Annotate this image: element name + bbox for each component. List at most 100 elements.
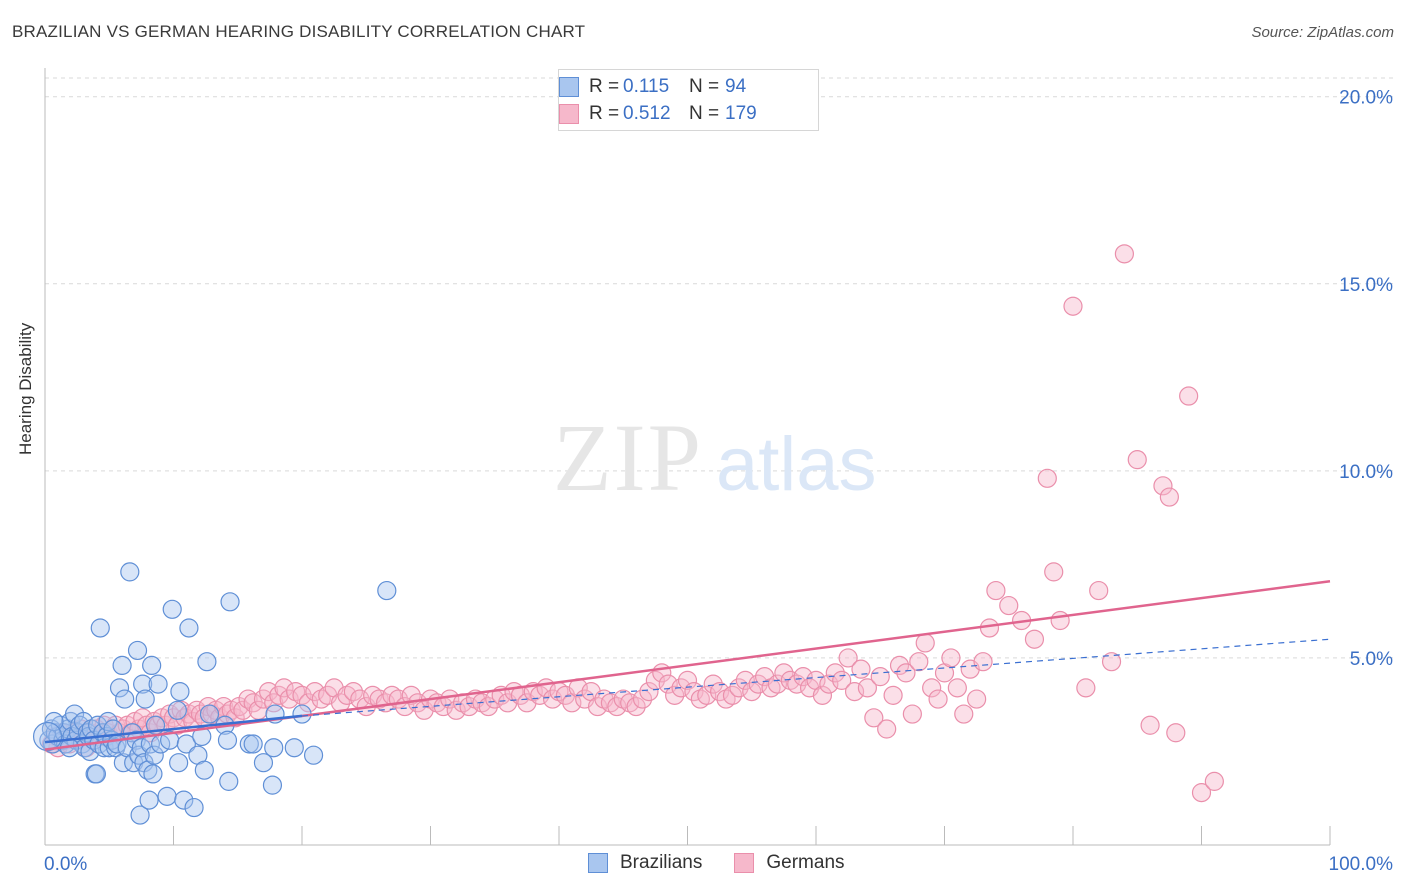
brazilians-point bbox=[109, 678, 130, 698]
germans-point bbox=[742, 681, 762, 702]
germans-point bbox=[710, 681, 730, 702]
brazilians-swatch bbox=[559, 77, 579, 97]
brazilians-point bbox=[127, 640, 148, 661]
germans-point bbox=[233, 700, 253, 720]
brazilians-point bbox=[142, 655, 162, 676]
brazilians-point bbox=[115, 689, 135, 709]
watermark-atlas: atlas bbox=[716, 422, 877, 507]
brazilians-point bbox=[219, 771, 239, 791]
brazilians-point bbox=[130, 805, 150, 825]
y-tick-label: 20.0% bbox=[1339, 88, 1393, 109]
germans-point bbox=[274, 678, 294, 698]
brazilians-point bbox=[174, 790, 194, 810]
germans-point bbox=[767, 674, 788, 694]
germans-point bbox=[896, 663, 916, 683]
germans-point bbox=[446, 700, 466, 720]
brazilians-point bbox=[184, 797, 204, 818]
germans-point bbox=[851, 659, 871, 679]
germans-point bbox=[967, 689, 987, 709]
legend-item-germans[interactable]: Germans bbox=[734, 852, 845, 874]
germans-point bbox=[1179, 386, 1199, 406]
n-value: 94 bbox=[725, 76, 747, 97]
brazilians-point bbox=[148, 674, 168, 694]
legend-label-brazilians: Brazilians bbox=[620, 852, 703, 873]
germans-point bbox=[838, 648, 858, 668]
germans-point bbox=[973, 652, 993, 672]
brazilians-point bbox=[197, 652, 217, 672]
germans-point bbox=[819, 674, 839, 694]
brazilians-point bbox=[112, 655, 132, 676]
series-legend: Brazilians Germans bbox=[588, 852, 877, 874]
germans-point bbox=[999, 595, 1019, 616]
germans-point bbox=[883, 685, 903, 705]
brazilians-point bbox=[86, 764, 107, 784]
brazilians-point bbox=[113, 753, 133, 773]
y-tick-label: 15.0% bbox=[1339, 275, 1393, 296]
germans-point bbox=[305, 681, 325, 702]
germans-point bbox=[954, 704, 974, 724]
germans-point bbox=[909, 652, 929, 672]
germans-point bbox=[530, 685, 550, 705]
germans-point bbox=[1166, 723, 1186, 743]
brazilians-point bbox=[139, 790, 159, 810]
r-value: 0.115 bbox=[623, 76, 670, 97]
germans-point bbox=[1050, 610, 1070, 631]
germans-point bbox=[941, 648, 961, 668]
brazilians-point bbox=[143, 764, 163, 784]
legend-row-brazilians: R = 0.115 N = 94 bbox=[559, 75, 747, 99]
germans-point bbox=[258, 681, 279, 702]
germans-point bbox=[722, 685, 743, 705]
brazilians-point bbox=[303, 745, 324, 765]
brazilians-point bbox=[133, 674, 153, 694]
brazilians-point bbox=[120, 562, 140, 582]
brazilians-point bbox=[170, 681, 190, 702]
germans-point bbox=[298, 693, 319, 713]
source-label: Source: ZipAtlas.com bbox=[1251, 24, 1394, 41]
brazilians-point bbox=[192, 726, 212, 747]
brazilians-point bbox=[253, 753, 274, 773]
germans-point bbox=[825, 663, 845, 683]
y-tick-label: 10.0% bbox=[1339, 462, 1393, 483]
r-value: 0.512 bbox=[623, 103, 671, 124]
x-tick-label: 0.0% bbox=[44, 854, 87, 875]
germans-point bbox=[677, 670, 698, 690]
germans-point bbox=[928, 689, 948, 709]
germans-point bbox=[1127, 450, 1147, 470]
germans-point bbox=[870, 667, 890, 687]
germans-point bbox=[440, 689, 460, 709]
germans-swatch bbox=[559, 104, 579, 124]
brazilians-point bbox=[169, 753, 189, 773]
brazilians-point bbox=[179, 618, 199, 638]
germans-point bbox=[1037, 468, 1057, 488]
germans-point bbox=[1140, 715, 1160, 735]
n-value: 179 bbox=[725, 103, 757, 124]
germans-point bbox=[292, 685, 312, 705]
germans-point bbox=[671, 678, 691, 698]
germans-point bbox=[735, 670, 755, 690]
brazilians-point bbox=[32, 721, 63, 752]
germans-point bbox=[844, 681, 865, 702]
germans-point bbox=[1191, 783, 1212, 803]
germans-point bbox=[279, 689, 299, 709]
germans-point bbox=[626, 696, 646, 717]
legend-label-germans: Germans bbox=[766, 852, 845, 873]
germans-point bbox=[947, 678, 967, 698]
n-label: N = bbox=[689, 76, 720, 97]
germans-point bbox=[922, 678, 942, 698]
brazilians-point bbox=[162, 599, 182, 619]
germans-point bbox=[1101, 652, 1122, 672]
brazilians-point bbox=[90, 618, 110, 638]
brazilians-trend-line bbox=[44, 714, 303, 744]
brazilians-point bbox=[220, 592, 240, 612]
germans-point bbox=[986, 580, 1006, 601]
germans-swatch bbox=[734, 853, 755, 873]
r-label: R = bbox=[589, 103, 620, 124]
legend-item-brazilians[interactable]: Brazilians bbox=[588, 852, 702, 874]
germans-point bbox=[832, 670, 852, 690]
brazilians-point bbox=[264, 738, 284, 758]
germans-point bbox=[857, 678, 878, 698]
germans-point bbox=[889, 655, 910, 676]
legend-row-germans: R = 0.512 N = 179 bbox=[559, 102, 757, 126]
germans-point bbox=[793, 667, 813, 687]
